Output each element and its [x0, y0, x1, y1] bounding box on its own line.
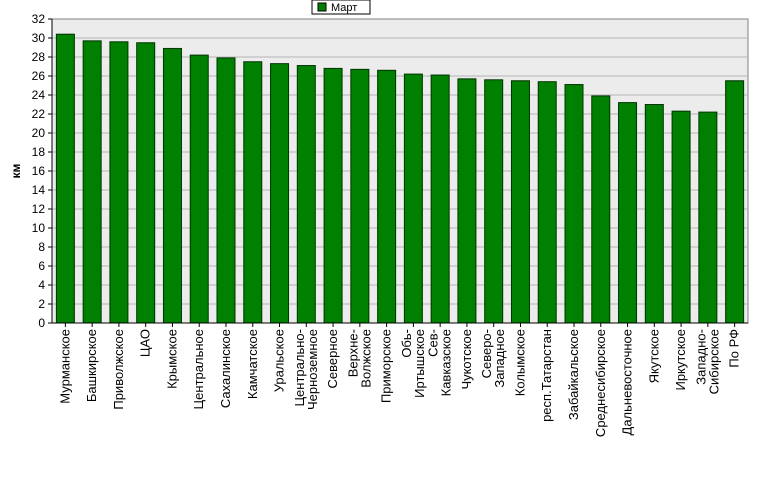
bar [109, 41, 129, 324]
bar [189, 54, 209, 324]
bar [510, 80, 530, 324]
bar [564, 84, 584, 324]
x-tick-label: Уральское [272, 329, 287, 392]
x-tick-label: Западное [492, 329, 507, 388]
bar [484, 79, 504, 324]
x-tick-label: Иртышское [412, 329, 427, 398]
bar [618, 102, 638, 324]
y-tick-label: 6 [38, 259, 45, 273]
x-tick-label: Забайкальское [566, 329, 581, 420]
y-tick-label: 8 [38, 240, 45, 254]
bar [403, 73, 423, 324]
y-tick-label: 22 [32, 107, 46, 121]
bar [216, 57, 236, 324]
x-tick-label: Сибирское [706, 329, 721, 394]
bar [296, 65, 316, 324]
x-tick-label: Кавказское [439, 329, 454, 396]
x-tick-label: Волжское [358, 329, 373, 388]
bar [350, 68, 370, 324]
x-tick-label: Приволжское [111, 329, 126, 410]
x-tick-label: Северное [325, 329, 340, 388]
bars [55, 33, 745, 324]
y-tick-label: 16 [32, 164, 46, 178]
x-tick-label: Чукотское [459, 329, 474, 390]
bar [55, 33, 75, 324]
x-tick-label: Мурманское [57, 329, 72, 404]
y-tick-label: 28 [32, 50, 46, 64]
bar [270, 63, 290, 324]
x-tick-label: Иркутское [673, 329, 688, 391]
x-tick-label: Черноземное [305, 329, 320, 410]
bar [430, 74, 450, 324]
x-tick-label: Сахалинское [218, 329, 233, 408]
bar [243, 61, 263, 324]
bar [591, 95, 611, 324]
x-tick-label: Сев- [426, 329, 441, 357]
y-tick-label: 4 [38, 278, 45, 292]
x-tick-label: Камчатское [245, 329, 260, 399]
x-tick-label: ЦАО [138, 329, 153, 357]
y-tick-label: 12 [32, 202, 46, 216]
x-tick-label: Дальневосточное [620, 329, 635, 435]
bar [136, 42, 156, 324]
legend-entry: Март [331, 2, 357, 14]
y-tick-label: 32 [32, 12, 46, 26]
x-tick-label: Башкирское [84, 329, 99, 402]
bar [162, 47, 182, 324]
y-tick-label: 10 [32, 221, 46, 235]
y-tick-label: 24 [32, 88, 46, 102]
x-tick-label: Верхне- [345, 329, 360, 377]
x-tick-label: Северо- [479, 329, 494, 378]
bar [698, 111, 718, 324]
y-tick-label: 2 [38, 297, 45, 311]
legend: Март [311, 0, 371, 15]
bar [82, 40, 102, 324]
x-tick-label: Центрально- [292, 329, 307, 407]
bar [725, 80, 745, 324]
x-tick-label: Крымское [164, 329, 179, 389]
x-tick-label: респ.Татарстан [539, 329, 554, 422]
y-tick-label: 26 [32, 69, 46, 83]
bar [537, 81, 557, 324]
bar [671, 110, 691, 324]
x-tick-label: Якутское [646, 329, 661, 383]
y-tick-label: 20 [32, 126, 46, 140]
bar [644, 104, 664, 324]
x-tick-label: По РФ [727, 329, 742, 368]
y-tick-label: 14 [32, 183, 46, 197]
bar [323, 67, 343, 324]
y-tick-label: 0 [38, 316, 45, 330]
y-tick-label: 18 [32, 145, 46, 159]
bar [457, 78, 477, 324]
x-tick-label: Обь- [399, 329, 414, 358]
x-tick-label: Среднесибирское [593, 329, 608, 437]
x-tick-label: Центральное [191, 329, 206, 409]
y-tick-label: 30 [32, 31, 46, 45]
y-axis-label: км [9, 163, 23, 178]
x-tick-label: Колымское [512, 329, 527, 396]
x-tick-label: Западно- [693, 329, 708, 385]
x-axis: Мурманское Башкирское Приволжское ЦАО Крымск… [52, 322, 748, 437]
x-tick-label: Приморское [379, 329, 394, 403]
legend-swatch [317, 2, 327, 12]
bar [377, 69, 397, 324]
